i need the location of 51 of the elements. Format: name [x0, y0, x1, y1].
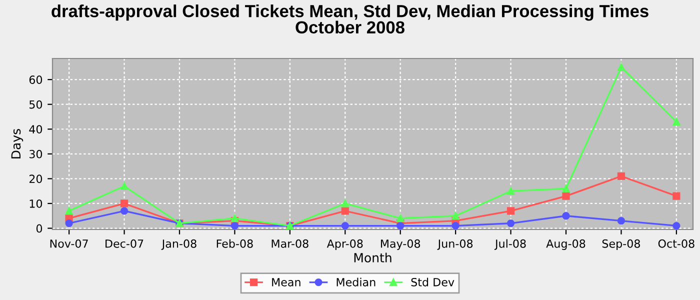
x-tick-label: Aug-08	[546, 239, 586, 250]
x-tick-label: May-08	[380, 239, 420, 250]
point	[617, 217, 626, 225]
point	[341, 207, 349, 215]
point	[562, 192, 570, 200]
x-axis-title: Month	[354, 252, 392, 262]
point	[506, 219, 515, 228]
x-tick-label: Sep-08	[602, 239, 640, 250]
point	[452, 212, 460, 220]
y-tick-label: 20	[29, 174, 42, 184]
x-tick-label: Apr-08	[326, 239, 363, 250]
point	[396, 214, 404, 222]
point	[65, 207, 73, 215]
x-tick-label: Jul-08	[494, 239, 526, 250]
x-tick-label: Jan-08	[161, 239, 196, 250]
point	[230, 222, 239, 230]
point	[562, 212, 570, 220]
point	[341, 222, 349, 230]
y-axis-title: Days	[11, 129, 24, 158]
x-tick-label: Jun-08	[437, 239, 473, 250]
chart-title: drafts-approval Closed Tickets Mean, Std Dev, Median Processing Times October 2008	[52, 4, 648, 34]
legend-label: Median	[336, 278, 376, 286]
point	[120, 182, 128, 190]
point	[672, 192, 680, 200]
point	[562, 184, 570, 192]
point	[120, 200, 128, 208]
point	[396, 222, 404, 230]
point	[672, 118, 680, 126]
y-tick-label: 50	[29, 100, 42, 109]
point	[672, 222, 680, 230]
point	[617, 63, 626, 71]
point	[65, 219, 73, 228]
x-tick-label: Oct-08	[658, 239, 694, 248]
point	[506, 187, 515, 195]
x-tick-label: Nov-07	[50, 239, 88, 248]
point	[506, 207, 515, 215]
point	[230, 214, 239, 222]
legend-label: Std Dev	[411, 278, 454, 286]
y-tick-label: 40	[29, 125, 42, 134]
legend-label: Mean	[272, 278, 300, 286]
y-tick-label: 30	[29, 150, 42, 158]
x-tick-label: Feb-08	[216, 239, 253, 248]
y-tick-label: 60	[29, 76, 42, 84]
point	[120, 207, 128, 215]
y-tick-label: 10	[30, 199, 42, 208]
x-tick-label: Dec-07	[106, 239, 144, 248]
point	[617, 172, 626, 180]
x-tick-label: Mar-08	[272, 239, 308, 248]
point	[341, 200, 349, 208]
point	[452, 222, 460, 230]
y-tick-label: 0	[36, 224, 42, 233]
